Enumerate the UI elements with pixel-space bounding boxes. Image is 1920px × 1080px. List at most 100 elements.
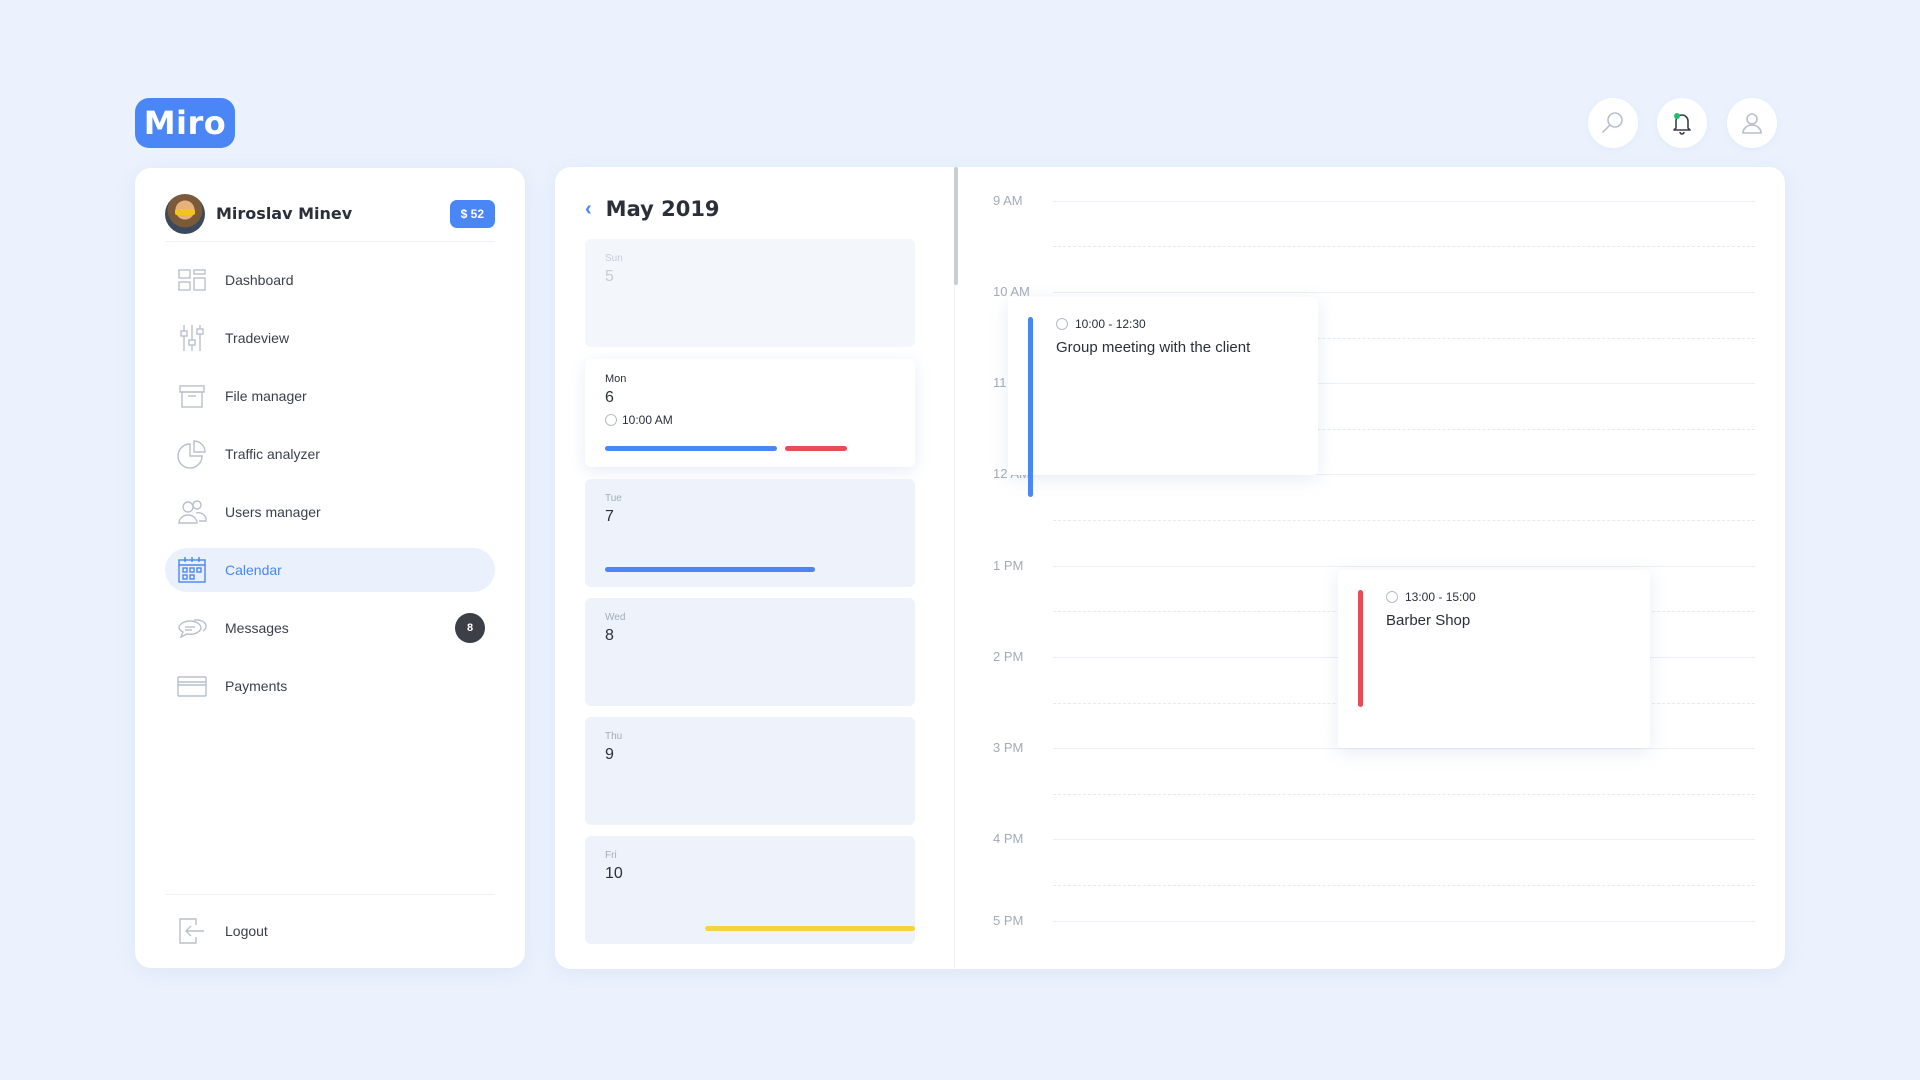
day-name: Thu bbox=[605, 731, 623, 742]
pie-chart-icon bbox=[175, 437, 209, 471]
day-card-fri[interactable]: Fri 10 bbox=[585, 836, 915, 944]
archive-icon bbox=[175, 379, 209, 413]
day-number: 6 bbox=[605, 389, 614, 406]
sidebar-item-label: Tradeview bbox=[225, 330, 290, 346]
day-card-thu[interactable]: Thu 9 bbox=[585, 717, 915, 825]
hour-line bbox=[1053, 566, 1755, 567]
day-name: Fri bbox=[605, 850, 617, 861]
month-title: May 2019 bbox=[605, 197, 720, 221]
sidebar-item-label: Traffic analyzer bbox=[225, 446, 320, 462]
event-stripe bbox=[1028, 317, 1033, 497]
hour-label: 10 AM bbox=[993, 284, 1030, 299]
sidebar-item-dashboard[interactable]: Dashboard bbox=[165, 258, 495, 302]
sidebar-item-payments[interactable]: Payments bbox=[165, 664, 495, 708]
event-card-barber-shop[interactable]: 13:00 - 15:00 Barber Shop bbox=[1338, 570, 1650, 748]
clock-icon bbox=[605, 414, 617, 426]
dashboard-icon bbox=[175, 263, 209, 297]
search-button[interactable] bbox=[1588, 98, 1638, 148]
sliders-icon bbox=[175, 321, 209, 355]
brand-logo[interactable]: Miro bbox=[135, 98, 235, 148]
messages-count-badge: 8 bbox=[455, 613, 485, 643]
event-time-label: 13:00 - 15:00 bbox=[1405, 590, 1476, 604]
logout-button[interactable]: Logout bbox=[165, 909, 495, 953]
card-icon bbox=[175, 669, 209, 703]
event-bar-blue bbox=[605, 446, 777, 451]
event-card-group-meeting[interactable]: 10:00 - 12:30 Group meeting with the cli… bbox=[1008, 297, 1318, 497]
month-header: ‹ May 2019 bbox=[585, 197, 720, 221]
hour-label: 4 PM bbox=[993, 831, 1024, 846]
day-card-tue[interactable]: Tue 7 bbox=[585, 479, 915, 587]
balance-badge[interactable]: $ 52 bbox=[449, 199, 495, 228]
day-card-sun[interactable]: Sun 5 bbox=[585, 239, 915, 347]
event-bar-blue bbox=[605, 567, 815, 572]
profile-header: Miroslav Minev $ 52 bbox=[165, 186, 495, 242]
half-hour-line bbox=[1053, 338, 1755, 339]
event-title: Group meeting with the client bbox=[1056, 339, 1251, 356]
search-icon bbox=[1602, 112, 1623, 133]
bell-icon bbox=[1673, 113, 1691, 135]
half-hour-line bbox=[1053, 429, 1755, 430]
user-icon bbox=[1742, 113, 1762, 134]
logout-label: Logout bbox=[225, 923, 268, 939]
clock-icon bbox=[1386, 591, 1398, 603]
sidebar: Miroslav Minev $ 52 Dashboard Tradeview … bbox=[135, 168, 525, 968]
event-time-label: 10:00 - 12:30 bbox=[1075, 317, 1146, 331]
chevron-left-icon[interactable]: ‹ bbox=[585, 197, 592, 220]
day-card-mon[interactable]: Mon 6 10:00 AM bbox=[585, 359, 915, 467]
event-time: 10:00 - 12:30 bbox=[1056, 317, 1146, 331]
hour-label: 9 AM bbox=[993, 193, 1023, 208]
hour-line bbox=[1053, 748, 1755, 749]
day-timeline: 9 AM 10 AM 11 AM 12 AM 1 PM 2 PM 3 PM 4 … bbox=[958, 167, 1785, 969]
avatar[interactable] bbox=[165, 193, 205, 234]
event-bar-yellow bbox=[705, 926, 915, 931]
hour-line bbox=[1053, 474, 1755, 475]
hour-line bbox=[1053, 839, 1755, 840]
day-number: 8 bbox=[605, 627, 614, 644]
day-card-wed[interactable]: Wed 8 bbox=[585, 598, 915, 706]
account-button[interactable] bbox=[1727, 98, 1777, 148]
sidebar-nav: Dashboard Tradeview File manager Traffic… bbox=[165, 258, 495, 722]
hour-line bbox=[1053, 383, 1755, 384]
half-hour-line bbox=[1053, 520, 1755, 521]
day-number: 5 bbox=[605, 268, 614, 285]
half-hour-line bbox=[1053, 885, 1755, 886]
day-list: ‹ May 2019 Sun 5 Mon 6 10:00 AM Tue 7 We… bbox=[555, 167, 955, 969]
sidebar-item-label: Payments bbox=[225, 678, 288, 694]
day-list-scrollbar[interactable] bbox=[954, 167, 958, 285]
sidebar-item-tradeview[interactable]: Tradeview bbox=[165, 316, 495, 360]
hour-label: 5 PM bbox=[993, 913, 1024, 928]
clock-icon bbox=[1056, 318, 1068, 330]
sidebar-item-users-manager[interactable]: Users manager bbox=[165, 490, 495, 534]
day-number: 7 bbox=[605, 508, 614, 525]
half-hour-line bbox=[1053, 246, 1755, 247]
notifications-button[interactable] bbox=[1657, 98, 1707, 148]
day-number: 9 bbox=[605, 746, 614, 763]
half-hour-line bbox=[1053, 794, 1755, 795]
users-icon bbox=[175, 495, 209, 529]
event-stripe bbox=[1358, 590, 1363, 707]
event-bar-red bbox=[785, 446, 847, 451]
day-name: Wed bbox=[605, 612, 626, 623]
event-time: 13:00 - 15:00 bbox=[1386, 590, 1476, 604]
sidebar-item-label: Dashboard bbox=[225, 272, 294, 288]
sidebar-item-label: Messages bbox=[225, 620, 289, 636]
sidebar-item-messages[interactable]: Messages 8 bbox=[165, 606, 495, 650]
sidebar-item-label: File manager bbox=[225, 388, 307, 404]
logout-icon bbox=[175, 914, 209, 948]
day-time-label: 10:00 AM bbox=[622, 413, 673, 427]
sidebar-item-calendar[interactable]: Calendar bbox=[165, 548, 495, 592]
sidebar-item-label: Users manager bbox=[225, 504, 321, 520]
profile-name: Miroslav Minev bbox=[216, 204, 353, 223]
day-number: 10 bbox=[605, 865, 623, 882]
sidebar-item-traffic-analyzer[interactable]: Traffic analyzer bbox=[165, 432, 495, 476]
hour-label: 1 PM bbox=[993, 558, 1024, 573]
hour-label: 3 PM bbox=[993, 740, 1024, 755]
hour-label: 2 PM bbox=[993, 649, 1024, 664]
hour-line bbox=[1053, 921, 1755, 922]
hour-line bbox=[1053, 292, 1755, 293]
chat-icon bbox=[175, 611, 209, 645]
sidebar-item-file-manager[interactable]: File manager bbox=[165, 374, 495, 418]
sidebar-item-label: Calendar bbox=[225, 562, 282, 578]
calendar-panel: ‹ May 2019 Sun 5 Mon 6 10:00 AM Tue 7 We… bbox=[555, 167, 1785, 969]
day-name: Sun bbox=[605, 253, 623, 264]
